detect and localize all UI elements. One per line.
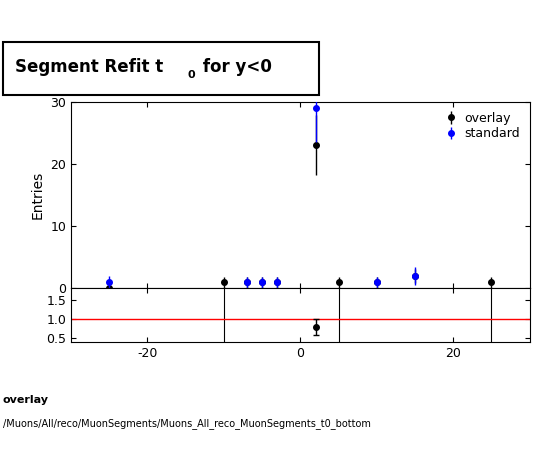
Y-axis label: Entries: Entries (31, 171, 45, 219)
Text: /Muons/All/reco/MuonSegments/Muons_All_reco_MuonSegments_t0_bottom: /Muons/All/reco/MuonSegments/Muons_All_r… (3, 418, 371, 429)
Text: overlay: overlay (3, 395, 49, 405)
Text: 0: 0 (188, 69, 195, 79)
Text: Segment Refit t: Segment Refit t (15, 58, 164, 76)
Legend: overlay, standard: overlay, standard (438, 108, 524, 144)
Text: for y<0: for y<0 (198, 58, 272, 76)
